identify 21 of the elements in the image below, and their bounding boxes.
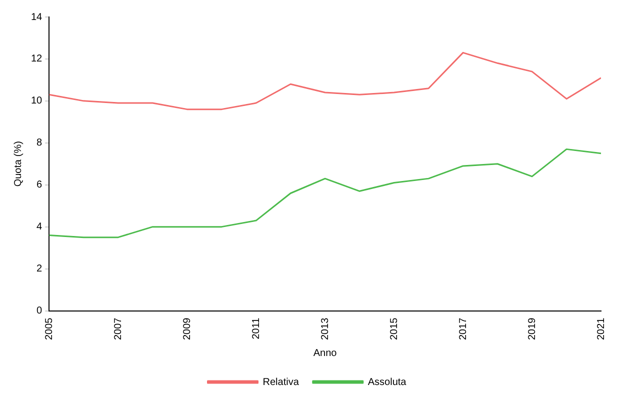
x-axis-title: Anno bbox=[313, 348, 338, 359]
y-tick-label: 14 bbox=[31, 12, 43, 23]
y-tick-label: 6 bbox=[36, 180, 43, 191]
x-tick-label: 2013 bbox=[320, 317, 331, 340]
y-tick-label: 10 bbox=[31, 96, 43, 107]
x-tick-label: 2005 bbox=[44, 317, 55, 340]
x-tick-label: 2015 bbox=[388, 317, 400, 340]
y-tick-label: 12 bbox=[31, 54, 43, 65]
x-tick-label: 2007 bbox=[112, 317, 124, 340]
y-tick-label: 2 bbox=[36, 264, 43, 275]
y-tick-label: 0 bbox=[36, 306, 43, 317]
x-tick-label: 2019 bbox=[526, 317, 538, 340]
y-tick-label: 8 bbox=[36, 138, 43, 149]
y-axis-title: Quota (%) bbox=[12, 141, 24, 187]
x-tick-label: 2017 bbox=[458, 317, 469, 340]
y-tick-label: 4 bbox=[36, 222, 43, 233]
legend-label: Relativa bbox=[262, 376, 300, 388]
legend-label: Assoluta bbox=[368, 376, 407, 388]
x-tick-label: 2009 bbox=[182, 317, 193, 340]
x-tick-label: 2021 bbox=[596, 317, 607, 340]
x-tick-label: 2011 bbox=[250, 317, 262, 340]
